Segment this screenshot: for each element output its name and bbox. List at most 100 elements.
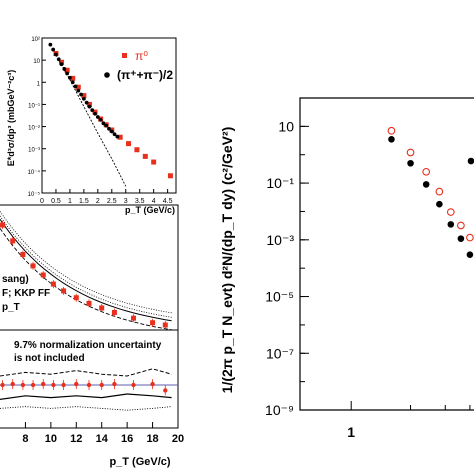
pipm-point	[84, 100, 89, 105]
open-point	[457, 221, 465, 230]
inset-x-tick-label: 3.5	[135, 198, 145, 205]
ratio-point	[41, 381, 46, 387]
ratio-annotation-line-1: 9.7% normalization uncertainty	[14, 340, 162, 351]
open-point	[422, 167, 431, 176]
pipm-point	[81, 96, 86, 101]
left-main-panel: sang) F; KKP FF p_T	[0, 204, 179, 331]
inset-y-tick-label: 10²	[31, 37, 40, 43]
inset-x-tick-label: 3	[124, 198, 128, 205]
pipm-point	[65, 71, 70, 76]
pi0-point	[142, 153, 148, 159]
left-x-tick-label: 18	[146, 433, 158, 445]
left-x-tick-label: 10	[45, 433, 57, 445]
theory-curve	[0, 215, 172, 318]
inset-y-label: E*d³σ/dp³ (mbGeV⁻²c³)	[6, 70, 16, 166]
right-y-tick-label: 10⁻⁹	[265, 402, 294, 418]
pi0-point	[70, 75, 76, 81]
pipm-point	[51, 47, 56, 52]
right-x-axis: 1	[347, 401, 471, 440]
theory-curve	[0, 211, 172, 314]
pipm-point	[107, 126, 111, 131]
pi0-point	[20, 252, 26, 258]
pi0-point	[0, 222, 6, 228]
pi0-point	[50, 281, 56, 287]
pipm-point	[54, 52, 58, 57]
left-x-tick-label: 16	[121, 433, 133, 445]
theory-curve	[0, 228, 172, 331]
filled-point	[422, 181, 430, 188]
inset-x-tick-label: 2	[96, 198, 100, 205]
legend-pipm-label: (π⁺+π⁻)/2	[117, 68, 173, 82]
right-y-tick-label: 10⁻⁷	[266, 345, 294, 361]
pipm-point	[98, 118, 103, 122]
filled-point	[436, 200, 443, 208]
ratio-point	[150, 381, 155, 387]
ratio-marks	[0, 379, 168, 396]
left-x-axis: 8 10 12 14 16 18 20	[22, 422, 184, 445]
inset-y-tick-label: 10⁻³	[28, 148, 40, 154]
inset-y-axis: 10² 10 1 10⁻¹ 10⁻² 10⁻³ 10⁻⁴ 10⁻⁵	[28, 37, 46, 198]
filled-point	[447, 221, 455, 228]
inset-y-tick-label: 10⁻²	[28, 126, 40, 132]
pi0-point	[126, 141, 132, 147]
left-main-curves	[0, 211, 172, 331]
pi0-point	[59, 59, 65, 65]
filled-point	[388, 135, 395, 143]
right-marks	[387, 126, 474, 258]
open-point	[435, 187, 444, 196]
pipm-point	[70, 80, 75, 85]
ratio-point	[0, 382, 5, 388]
ratio-point	[112, 381, 117, 387]
ratio-point	[30, 382, 36, 388]
pi0-point	[131, 315, 136, 321]
inset-y-tick-label: 10⁻⁴	[28, 169, 41, 176]
pipm-point	[109, 129, 114, 134]
pi0-point	[117, 134, 123, 140]
left-x-tick-label: 14	[96, 433, 109, 445]
inset-x-tick-label: 1.5	[79, 198, 89, 205]
inset-y-tick-label: 10⁻¹	[28, 103, 40, 109]
right-y-axis: 10 10⁻¹ 10⁻³ 10⁻⁵ 10⁻⁷ 10⁻⁹	[265, 118, 309, 418]
open-point	[406, 148, 415, 157]
filled-point	[466, 251, 474, 258]
pi0-point	[75, 84, 81, 90]
legend-pi0-marker	[122, 53, 127, 58]
pipm-point	[79, 92, 83, 97]
theory-curve	[0, 219, 172, 322]
left-x-tick-label: 8	[22, 433, 28, 445]
pi0-point	[10, 238, 16, 244]
right-y-tick-label: 10⁻⁵	[265, 289, 294, 305]
pi0-point	[167, 173, 173, 179]
pipm-point	[87, 104, 92, 109]
pi0-point	[150, 320, 156, 326]
inset-x-label: p_T (GeV/c)	[125, 205, 175, 215]
left-legend-line-2: F; KKP FF	[2, 288, 50, 299]
left-main-frame	[0, 204, 179, 331]
pi0-point	[151, 159, 157, 165]
open-point	[466, 233, 474, 242]
pi0-point	[30, 263, 36, 269]
pipm-point	[95, 115, 100, 119]
ratio-point	[131, 382, 136, 388]
pi0-point	[61, 288, 67, 294]
pi0-point	[81, 93, 87, 99]
pipm-point	[93, 111, 97, 116]
inset-x-tick-label: 4.5	[163, 198, 173, 205]
right-x-tick-label: 1	[347, 424, 355, 440]
inset-x-tick-label: 0.5	[51, 198, 61, 205]
inset-x-axis: 0 0.5 1 1.5 2 2.5 3 3.5 4 4.5	[40, 189, 173, 205]
pi0-point	[73, 295, 79, 301]
pipm-point	[90, 108, 95, 113]
ratio-solid-curve	[0, 393, 172, 400]
ratio-annotation-line-2: is not included	[14, 353, 85, 364]
inset-fit-curve	[55, 54, 127, 187]
inset-x-tick-label: 2.5	[107, 198, 117, 205]
pipm-point	[48, 42, 53, 47]
pi0-point	[64, 67, 70, 73]
ratio-point	[74, 381, 79, 387]
inset-y-tick-label: 10	[33, 59, 40, 65]
open-point	[387, 126, 396, 135]
filled-point	[457, 235, 465, 242]
pipm-point	[112, 132, 117, 137]
